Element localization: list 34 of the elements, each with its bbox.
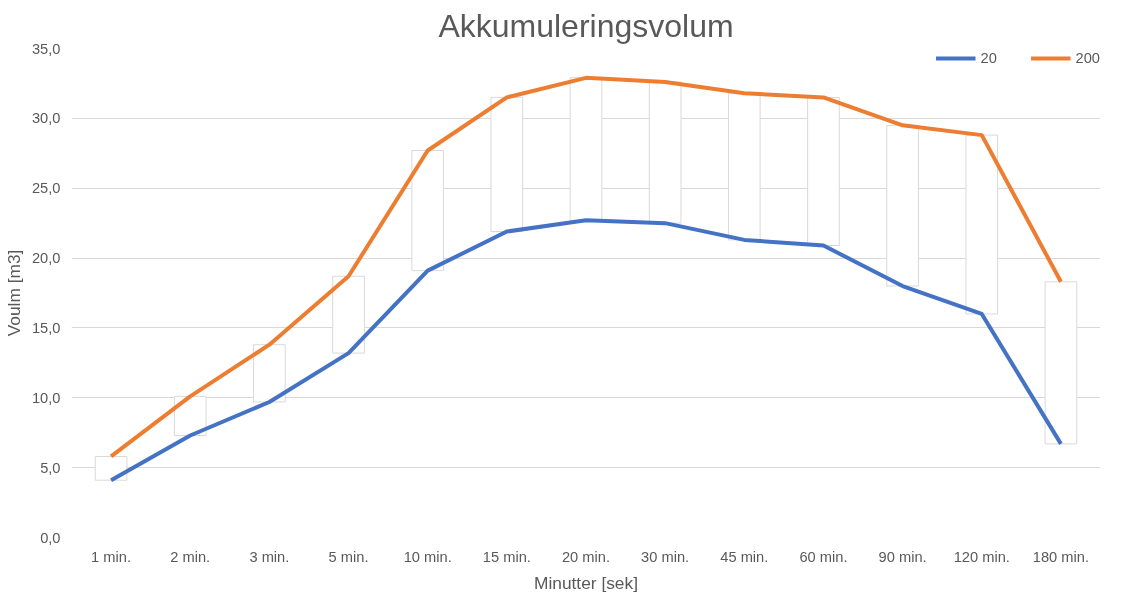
x-tick-label: 120 min. <box>953 548 1010 565</box>
legend-label: 20 <box>980 50 998 66</box>
x-tick-label: 60 min. <box>799 548 848 565</box>
y-tick-label: 10,0 <box>31 389 61 406</box>
x-tick-label: 20 min. <box>561 548 611 565</box>
x-tick-label: 180 min. <box>1032 548 1090 565</box>
x-tick-label: 30 min. <box>641 548 690 565</box>
y-tick-label: 0,0 <box>40 529 61 546</box>
y-tick-label: 25,0 <box>31 180 61 197</box>
line-series <box>109 218 1063 483</box>
y-axis-title: Voulm [m3] <box>3 249 24 337</box>
chart-title: Akkumuleringsvolum <box>438 7 734 44</box>
y-tick-label: 20,0 <box>31 250 61 267</box>
x-tick-label: 2 min. <box>170 548 211 565</box>
y-tick-label: 35,0 <box>31 40 61 57</box>
y-tick-label: 30,0 <box>31 110 61 127</box>
x-tick-label: 15 min. <box>482 548 531 565</box>
y-tick-label: 5,0 <box>40 459 61 476</box>
x-tick-label: 90 min. <box>878 548 927 565</box>
bar <box>965 134 999 315</box>
y-tick-label: 15,0 <box>31 319 61 336</box>
bar <box>886 124 919 287</box>
x-tick-label: 45 min. <box>720 548 769 565</box>
x-tick-label: 1 min. <box>91 548 132 565</box>
bar <box>332 275 365 354</box>
x-tick-label: 10 min. <box>403 548 452 565</box>
legend-label: 200 <box>1075 50 1100 66</box>
bar <box>411 149 445 272</box>
bar <box>1044 281 1078 445</box>
x-axis-title: Minutter [sek] <box>534 572 639 593</box>
bar <box>253 344 286 403</box>
x-tick-label: 3 min. <box>249 548 290 565</box>
x-tick-label: 5 min. <box>328 548 369 565</box>
line-series <box>109 75 1063 459</box>
